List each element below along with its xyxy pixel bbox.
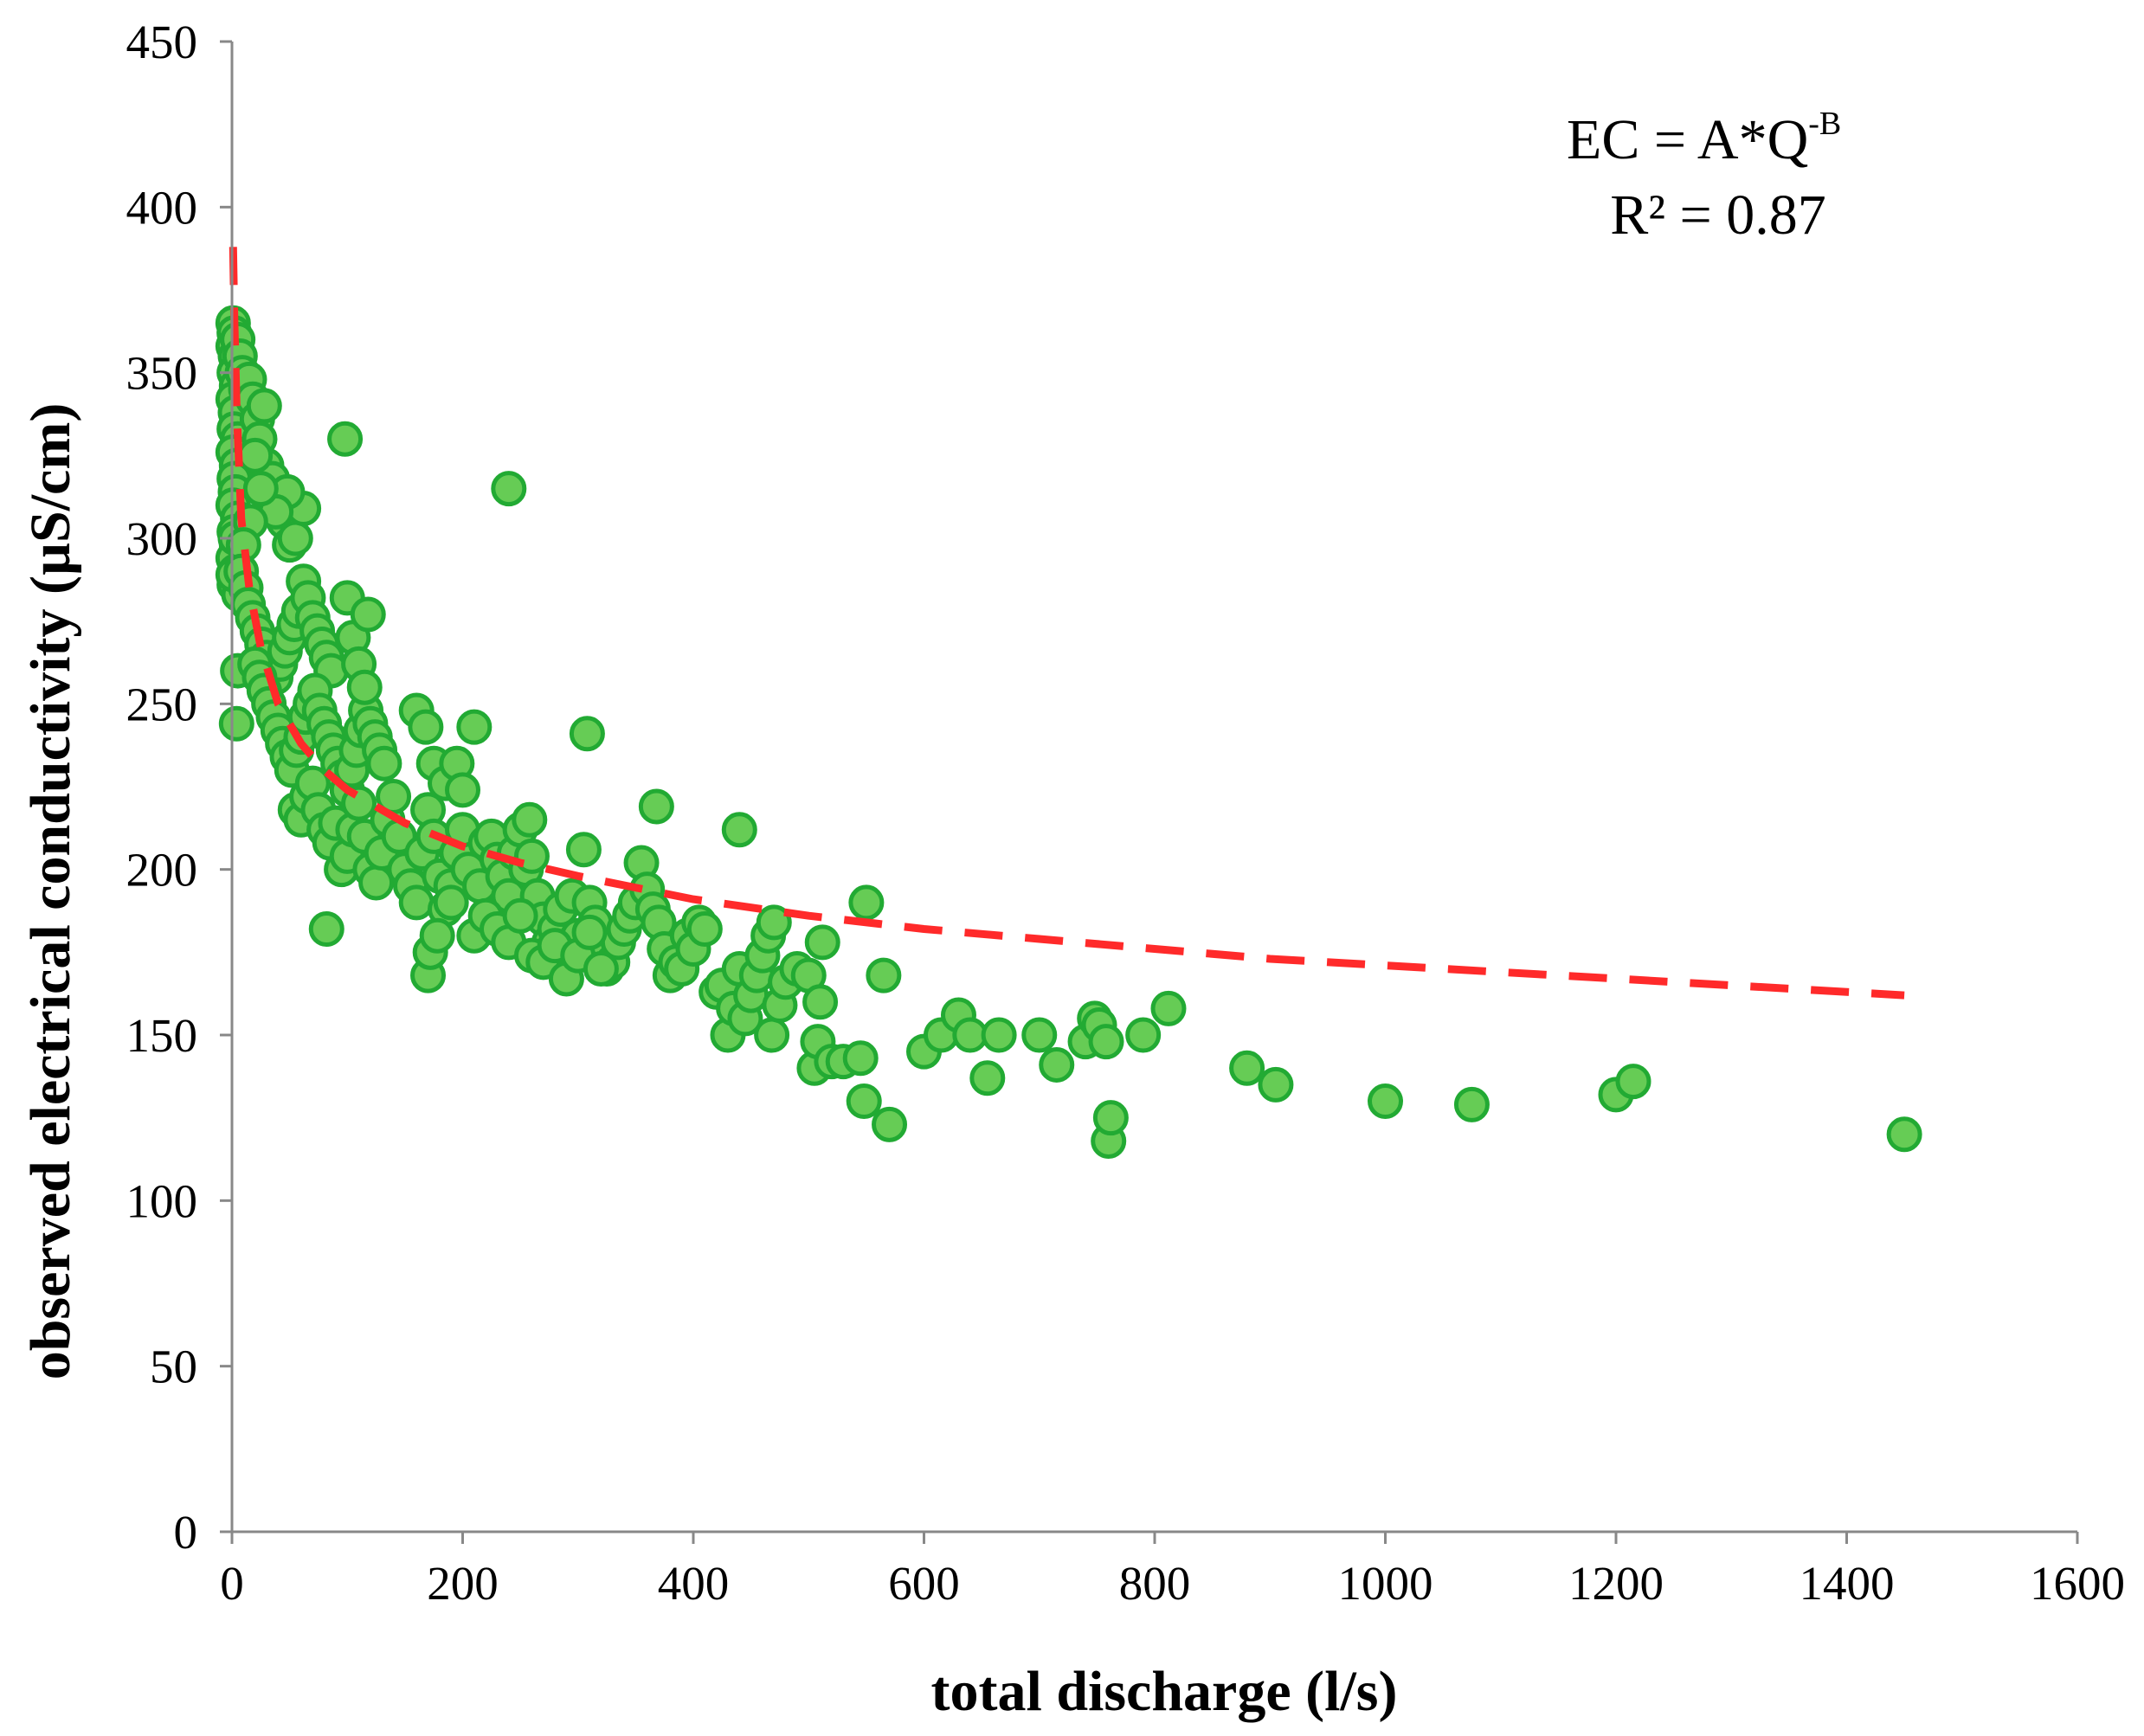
data-point <box>872 1106 908 1142</box>
equation-main: EC = A*Q <box>1567 108 1808 171</box>
x-tick-label: 1600 <box>2030 1557 2125 1610</box>
data-point <box>686 911 723 948</box>
data-point <box>754 1017 790 1053</box>
data-point <box>456 709 493 745</box>
data-point <box>327 421 364 457</box>
data-point <box>721 812 757 848</box>
x-tick-label: 400 <box>658 1557 730 1610</box>
data-point <box>246 388 282 424</box>
data-point <box>308 911 344 948</box>
data-point <box>583 950 619 987</box>
y-axis-title: observed electrical conductivity (µS/cm) <box>19 403 82 1380</box>
x-axis-title: total discharge (l/s) <box>931 1660 1398 1723</box>
data-point <box>513 838 550 874</box>
data-point <box>981 1017 1017 1053</box>
x-tick-label: 800 <box>1119 1557 1191 1610</box>
data-point <box>1453 1086 1490 1122</box>
data-point <box>1229 1050 1265 1086</box>
equation-exponent: -B <box>1808 106 1841 142</box>
y-tick-label: 400 <box>126 181 198 234</box>
data-point <box>952 1017 988 1053</box>
data-point <box>491 471 527 507</box>
y-tick-label: 350 <box>126 347 198 400</box>
x-tick-label: 1200 <box>1568 1557 1664 1610</box>
data-point <box>1615 1064 1651 1100</box>
markers-layer <box>215 305 1922 1159</box>
data-point <box>565 832 602 868</box>
data-point <box>408 709 444 745</box>
data-point <box>1886 1116 1922 1153</box>
data-point <box>419 917 455 954</box>
data-point <box>569 716 605 752</box>
x-tick-label: 200 <box>427 1557 499 1610</box>
data-point <box>218 705 254 742</box>
data-point <box>1092 1100 1129 1136</box>
data-point <box>346 669 383 705</box>
y-tick-label: 250 <box>126 678 198 730</box>
x-tick-label: 1400 <box>1800 1557 1895 1610</box>
data-point <box>1021 1017 1058 1053</box>
y-tick-label: 0 <box>174 1506 198 1559</box>
fit-line-layer <box>229 247 1905 1000</box>
data-point <box>512 801 548 838</box>
data-point <box>242 471 279 507</box>
y-tick-label: 450 <box>126 16 198 68</box>
data-point <box>502 897 538 934</box>
equation-text: EC = A*Q-B <box>1567 106 1841 171</box>
y-tick-label: 300 <box>126 512 198 565</box>
data-point <box>445 772 480 808</box>
x-tick-label: 600 <box>888 1557 960 1610</box>
y-tick-label: 100 <box>126 1174 198 1227</box>
data-point <box>571 914 608 950</box>
data-point <box>1150 990 1187 1026</box>
y-tick-label: 50 <box>150 1341 197 1393</box>
tick-labels-layer: 0 200 400 600 800 1000 1200 1400 1600 0 50 100 150 20… <box>126 16 2126 1610</box>
data-point <box>366 745 402 781</box>
data-point <box>969 1060 1006 1096</box>
data-point <box>433 884 469 921</box>
data-point <box>358 865 395 901</box>
data-point <box>846 1083 882 1120</box>
power-fit-line <box>229 247 1905 1000</box>
data-point <box>1039 1046 1075 1083</box>
y-tick-label: 200 <box>126 844 198 897</box>
data-point <box>1088 1024 1124 1060</box>
data-point <box>866 957 902 993</box>
y-tick-label: 150 <box>126 1009 198 1062</box>
axes-layer <box>220 40 2079 1544</box>
data-point <box>1258 1066 1294 1103</box>
data-point <box>350 596 386 633</box>
x-tick-label: 1000 <box>1338 1557 1433 1610</box>
x-tick-label: 0 <box>220 1557 244 1610</box>
data-point <box>1368 1083 1403 1120</box>
data-point <box>756 904 792 941</box>
data-point <box>237 437 274 473</box>
data-point <box>1125 1017 1162 1053</box>
equation-annotation: EC = A*Q-B R² = 0.87 <box>1567 106 1841 247</box>
data-point <box>842 1040 879 1077</box>
data-point <box>848 884 885 921</box>
r-squared-text: R² = 0.87 <box>1610 183 1826 247</box>
data-point <box>398 884 435 921</box>
data-point <box>804 924 840 961</box>
data-point <box>638 788 674 825</box>
data-point <box>802 984 839 1020</box>
data-point <box>277 520 313 556</box>
